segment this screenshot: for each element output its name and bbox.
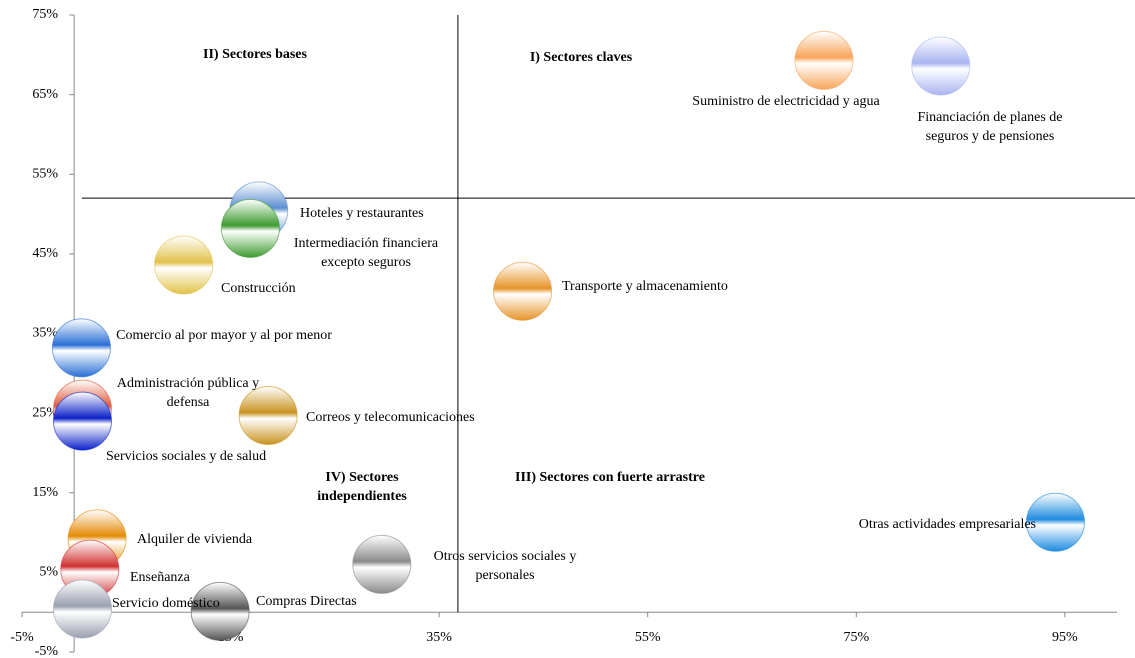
bubble-label: Servicios sociales y de salud [106, 449, 267, 464]
bubble [794, 30, 854, 90]
quadrant-label: II) Sectores bases [203, 47, 307, 62]
bubble-label: Suministro de electricidad y agua [692, 94, 880, 109]
quadrant-label: III) Sectores con fuerte arrastre [515, 470, 705, 485]
bubble [911, 36, 971, 96]
bubble [238, 386, 298, 446]
bubble-label: Alquiler de vivienda [137, 532, 253, 547]
quadrant-label: IV) Sectores independientes [317, 470, 407, 504]
y-tick-label: -5% [35, 644, 59, 658]
y-tick-label: 35% [32, 326, 58, 341]
bubble-label: Construcción [221, 281, 296, 296]
bubble [190, 581, 250, 641]
bubble-label: Hoteles y restaurantes [300, 206, 424, 221]
bubble [154, 235, 214, 295]
x-tick-label: 55% [635, 630, 661, 645]
x-tick-label: 35% [426, 630, 452, 645]
y-tick-label: 5% [39, 565, 58, 580]
bubble-label: Financiación de planes de seguros y de p… [917, 110, 1063, 144]
bubble-label: Comercio al por mayor y al por menor [116, 328, 332, 343]
bubble-label: Otras actividades empresariales [858, 517, 1036, 532]
quadrant-label: I) Sectores claves [529, 50, 633, 65]
y-tick-label: 45% [32, 246, 58, 261]
y-tick-label: 75% [32, 7, 58, 22]
bubble [352, 534, 412, 594]
bubble-label: Correos y telecomunicaciones [306, 410, 475, 425]
bubble-label: Enseñanza [130, 570, 190, 585]
x-tick-label: -5% [10, 630, 34, 645]
y-tick-label: 15% [32, 485, 58, 500]
bubble-label: Otros servicios sociales y personales [433, 549, 577, 583]
bubble [1025, 492, 1085, 552]
bubble [52, 579, 112, 639]
bubble-label: Servicio doméstico [112, 596, 220, 611]
bubble-label: Administración pública y defensa [116, 376, 260, 410]
y-tick-label: 55% [32, 166, 58, 181]
bubble [220, 198, 280, 258]
y-tick-label: 25% [32, 405, 58, 420]
x-tick-label: 75% [843, 630, 869, 645]
bubble [51, 318, 111, 378]
bubble-label: Transporte y almacenamiento [562, 279, 728, 294]
bubble [493, 261, 553, 321]
bubble [52, 391, 112, 451]
x-tick-label: 95% [1052, 630, 1078, 645]
bubble-label: Intermediación financiera excepto seguro… [293, 236, 439, 270]
bubble-label: Compras Directas [256, 594, 357, 609]
y-tick-label: 65% [32, 87, 58, 102]
